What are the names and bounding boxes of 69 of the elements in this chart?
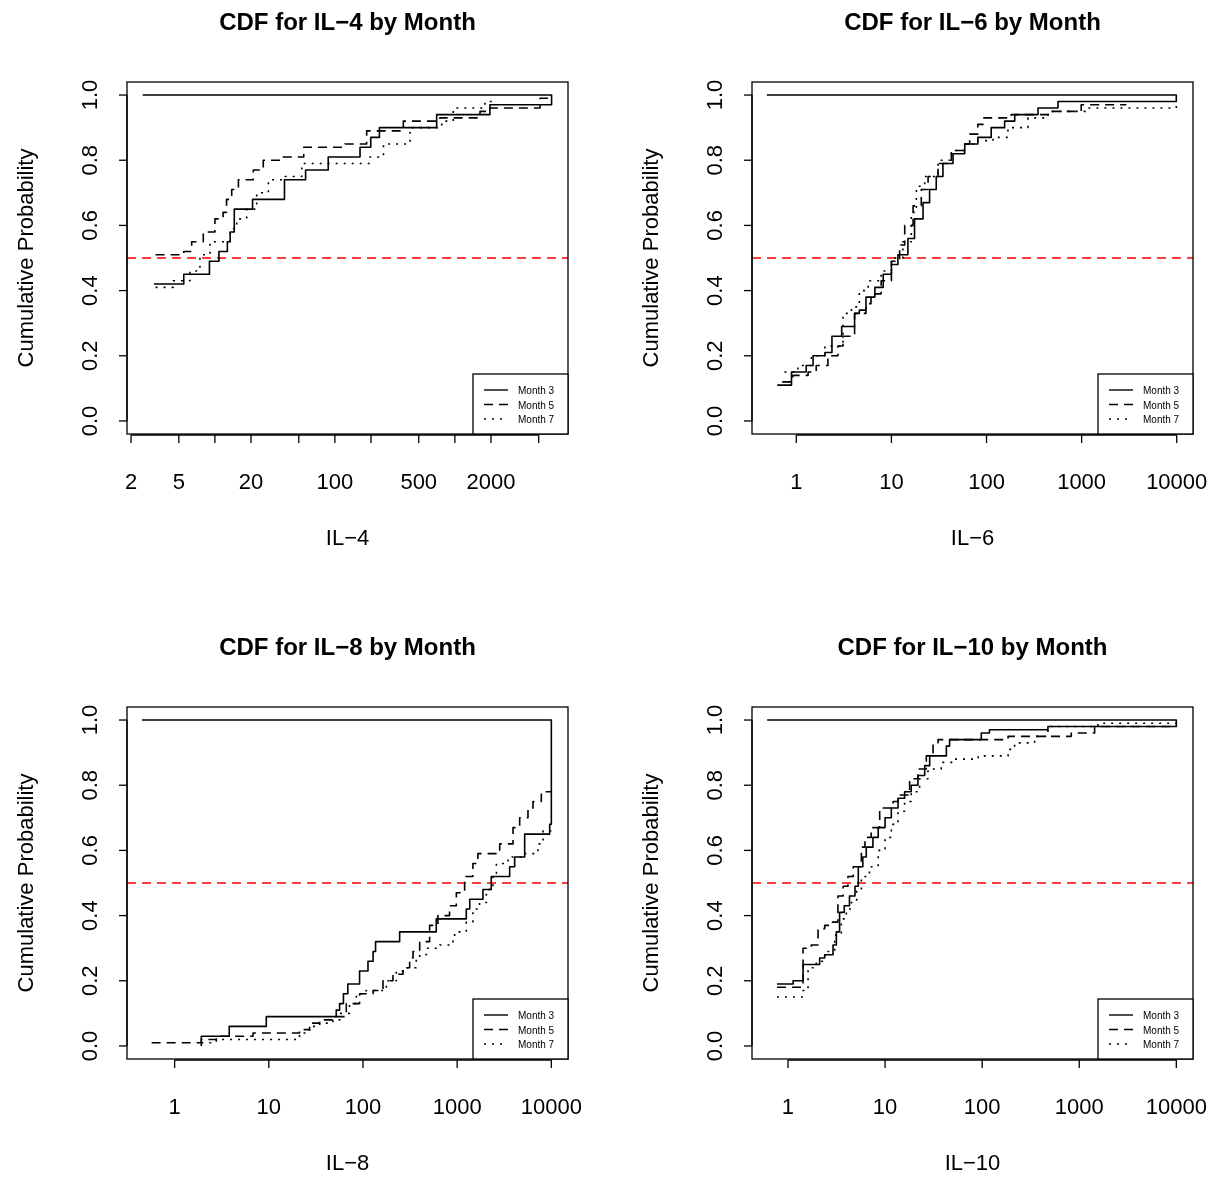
legend-label: Month 3 [1143,1010,1180,1021]
y-axis-title: Cumulative Probability [638,148,663,368]
x-tick-label: 100 [344,1094,382,1119]
x-tick-label: 100 [968,469,1005,494]
legend-label: Month 3 [518,385,555,396]
x-tick-label: 1000 [432,1094,482,1119]
y-tick-label: 0.2 [702,965,727,997]
legend-label: Month 5 [1143,399,1180,411]
y-tick-label: 0.4 [77,275,102,306]
x-tick-label: 2000 [466,469,516,494]
x-tick-label: 10 [872,1094,898,1119]
x-tick-label: 500 [400,469,438,494]
legend-label: Month 7 [518,1039,555,1050]
y-tick-label: 1.0 [77,79,102,111]
x-tick-label: 10000 [1146,469,1208,494]
chart-title: CDF for IL−10 by Month [837,633,1108,660]
legend-label: Month 3 [1143,385,1180,396]
y-axis-title: Cumulative Probability [638,773,663,993]
y-tick-label: 0.0 [702,1030,727,1062]
chart-title: CDF for IL−4 by Month [219,8,476,35]
chart-title: CDF for IL−6 by Month [844,8,1101,35]
y-tick-label: 0.8 [77,144,102,176]
y-tick-label: 0.8 [702,144,727,176]
x-axis-title: IL−6 [950,525,995,550]
x-tick-label: 20 [238,469,264,494]
legend-label: Month 3 [518,1010,555,1021]
y-tick-label: 0.0 [77,1030,102,1062]
x-axis-title: IL−4 [325,525,370,550]
y-tick-label: 0.6 [77,835,102,866]
legend-label: Month 7 [518,414,555,425]
y-tick-label: 1.0 [702,704,727,736]
legend-label: Month 5 [518,399,555,411]
x-tick-label: 1000 [1057,469,1107,494]
legend-label: Month 7 [1143,414,1180,425]
y-tick-label: 0.6 [702,210,727,241]
x-tick-label: 10 [256,1094,282,1119]
y-axis-title: Cumulative Probability [13,773,38,993]
y-tick-label: 0.0 [702,405,727,437]
y-tick-label: 0.0 [77,405,102,437]
legend-label: Month 5 [1143,1024,1180,1036]
x-tick-label: 100 [316,469,354,494]
x-tick-label: 1 [168,1094,181,1119]
x-tick-label: 1 [790,469,803,494]
y-tick-label: 0.8 [702,769,727,801]
x-tick-label: 10 [879,469,904,494]
x-tick-label: 10000 [520,1094,582,1119]
legend-label: Month 5 [518,1024,555,1036]
y-tick-label: 0.2 [77,965,102,997]
y-tick-label: 0.4 [702,900,727,931]
y-axis-title: Cumulative Probability [13,148,38,368]
x-axis-title: IL−10 [944,1150,1001,1175]
y-tick-label: 0.2 [702,340,727,372]
x-tick-label: 10000 [1145,1094,1207,1119]
chart-title: CDF for IL−8 by Month [219,633,476,660]
x-axis-title: IL−8 [325,1150,370,1175]
x-tick-label: 1 [781,1094,795,1119]
y-tick-label: 0.2 [77,340,102,372]
x-tick-label: 1000 [1054,1094,1104,1119]
y-tick-label: 0.6 [702,835,727,866]
y-tick-label: 0.8 [77,769,102,801]
y-tick-label: 1.0 [77,704,102,736]
y-tick-label: 0.4 [77,900,102,931]
x-tick-label: 100 [963,1094,1001,1119]
y-tick-label: 1.0 [702,79,727,111]
legend-label: Month 7 [1143,1039,1180,1050]
y-tick-label: 0.6 [77,210,102,241]
x-tick-label: 2 [124,469,138,494]
y-tick-label: 0.4 [702,275,727,306]
x-tick-label: 5 [172,469,185,494]
